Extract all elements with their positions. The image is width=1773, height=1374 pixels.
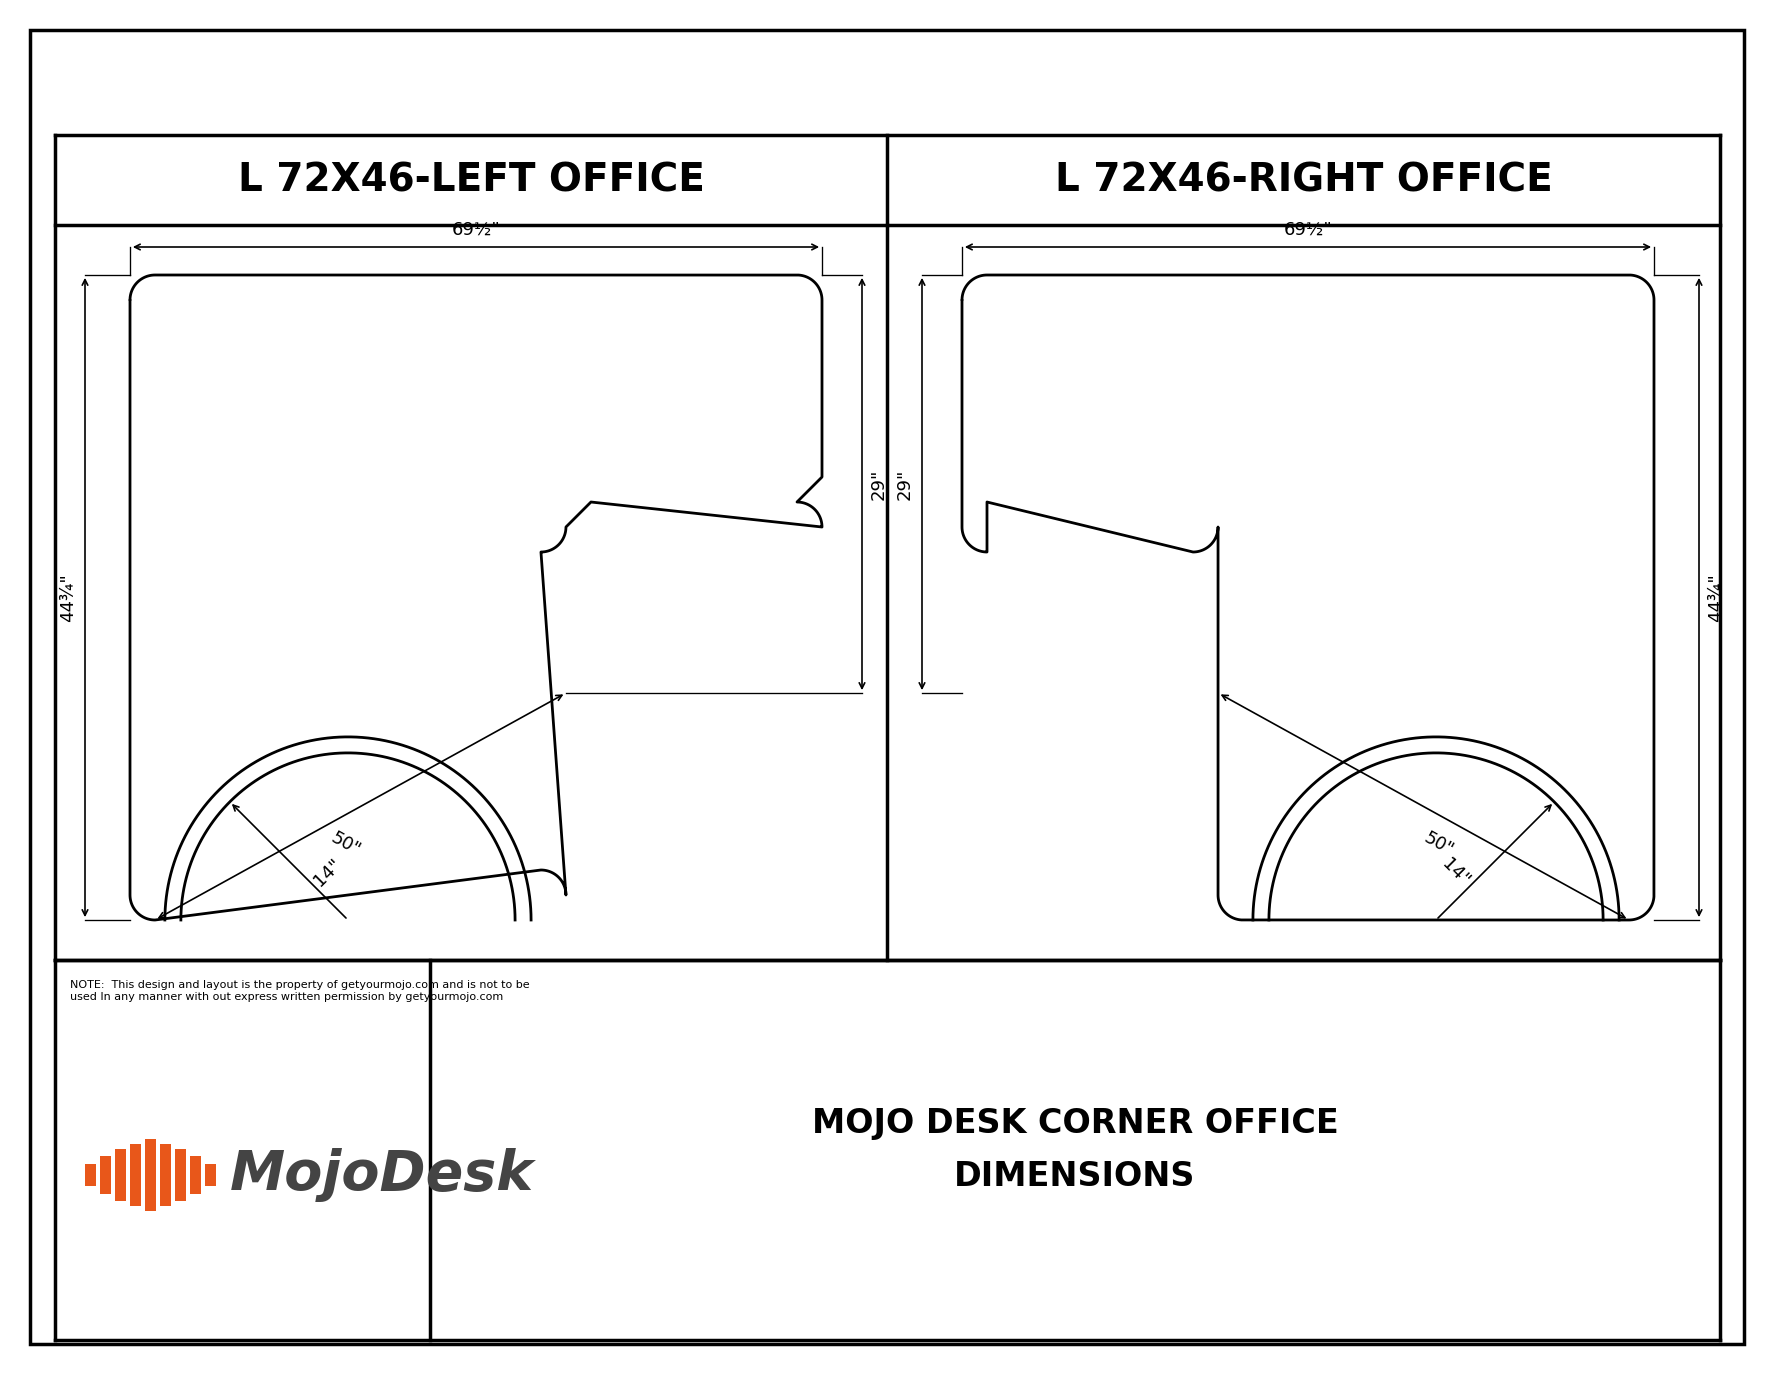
Text: 14": 14" (1438, 855, 1473, 890)
Text: MOJO DESK CORNER OFFICE
DIMENSIONS: MOJO DESK CORNER OFFICE DIMENSIONS (812, 1106, 1337, 1194)
Bar (99, 1156, 112, 1194)
Bar (190, 1156, 200, 1194)
Text: 29": 29" (895, 469, 913, 500)
Text: 14": 14" (310, 855, 346, 890)
Bar (176, 1149, 186, 1201)
Text: 44¾": 44¾" (59, 573, 76, 622)
Text: 50": 50" (328, 829, 363, 859)
Text: 69½": 69½" (1284, 221, 1332, 239)
Bar (160, 1145, 170, 1206)
Text: L 72X46-LEFT OFFICE: L 72X46-LEFT OFFICE (238, 161, 704, 199)
Text: 29": 29" (869, 469, 888, 500)
Bar (85, 1164, 96, 1186)
Text: L 72X46-RIGHT OFFICE: L 72X46-RIGHT OFFICE (1053, 161, 1551, 199)
Bar (145, 1139, 156, 1210)
Bar (206, 1164, 216, 1186)
Text: 44¾": 44¾" (1706, 573, 1723, 622)
Text: 50": 50" (1420, 829, 1456, 859)
Text: NOTE:  This design and layout is the property of getyourmojo.com and is not to b: NOTE: This design and layout is the prop… (69, 980, 530, 1002)
Text: MojoDesk: MojoDesk (230, 1149, 534, 1202)
Bar (115, 1149, 126, 1201)
Text: 69½": 69½" (452, 221, 500, 239)
Bar (129, 1145, 140, 1206)
